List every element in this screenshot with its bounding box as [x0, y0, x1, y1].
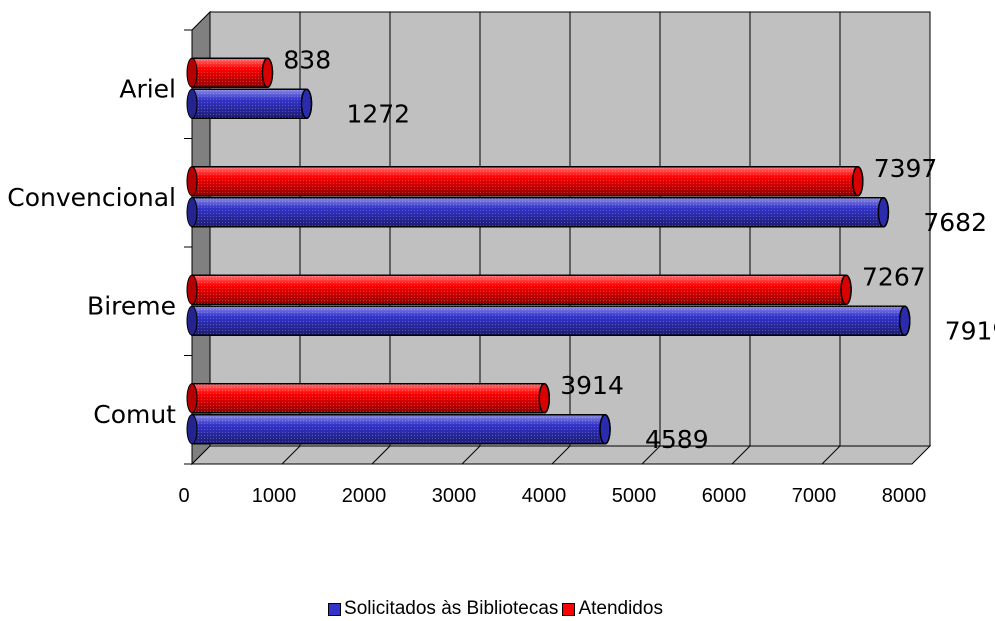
- bar-texture: [192, 414, 611, 444]
- legend-item: Atendidos: [562, 598, 663, 620]
- bar: [186, 414, 611, 445]
- x-tick-label: 1000: [252, 485, 297, 507]
- bar-cap: [300, 88, 313, 119]
- legend-label: Atendidos: [578, 598, 663, 619]
- bar-texture: [192, 275, 852, 305]
- floor-gridline: [281, 445, 301, 465]
- bar: [186, 197, 890, 228]
- bar-base: [186, 57, 198, 88]
- bar-texture: [192, 89, 312, 119]
- category-label: Ariel: [119, 74, 176, 103]
- bar-cap: [840, 274, 852, 305]
- floor-gridline: [461, 445, 481, 465]
- legend-swatch: [562, 602, 576, 616]
- bar-base: [186, 383, 198, 414]
- bar-cap: [877, 197, 890, 228]
- bar: [186, 305, 911, 336]
- legend-label: Solicitados às Bibliotecas: [344, 598, 559, 619]
- bar: [186, 88, 313, 119]
- bar-cap: [851, 166, 864, 197]
- bar-base: [186, 197, 198, 228]
- floor-gridline: [371, 445, 391, 465]
- bar-texture: [192, 166, 863, 196]
- data-label: 7397: [874, 154, 938, 183]
- bar-chart: 0 1000 2000 3000 4000 5000 6000 7000 8000 Ariel 83…: [7, 10, 995, 507]
- bar-base: [186, 305, 198, 336]
- x-tick-label: 8000: [882, 485, 927, 507]
- category-label: Convencional: [7, 183, 176, 212]
- data-label: 7267: [862, 262, 926, 291]
- bar-cap: [599, 414, 611, 445]
- legend-swatch: [328, 602, 342, 616]
- legend: Solicitados às Bibliotecas Atendidos: [0, 597, 995, 621]
- x-tick-label: 2000: [342, 485, 387, 507]
- data-label: 838: [283, 45, 331, 74]
- legend-item: Solicitados às Bibliotecas: [328, 598, 558, 620]
- bar-cap: [261, 57, 274, 88]
- category-label: Comut: [93, 400, 176, 429]
- data-label: 1272: [346, 99, 410, 128]
- bar-texture: [192, 197, 889, 227]
- data-label: 7919: [945, 316, 995, 345]
- floor-gridline: [641, 445, 661, 465]
- floor-gridline: [551, 445, 571, 465]
- bar: [186, 166, 864, 197]
- x-tick-label: 3000: [432, 485, 477, 507]
- bar-base: [186, 414, 198, 445]
- category-label: Bireme: [87, 291, 176, 320]
- bar: [186, 274, 852, 305]
- bar-base: [186, 274, 198, 305]
- x-tick-label: 4000: [522, 485, 567, 507]
- bar-cap: [538, 383, 551, 414]
- x-tick-label: 6000: [702, 485, 747, 507]
- bar: [186, 57, 274, 88]
- x-tick-label: 0: [178, 485, 189, 507]
- data-label: 3914: [560, 371, 624, 400]
- bar-base: [186, 166, 198, 197]
- bar-base: [186, 88, 198, 119]
- floor-gridline: [731, 445, 751, 465]
- floor-gridline: [821, 445, 841, 465]
- data-label: 7682: [923, 208, 987, 237]
- bar: [186, 383, 551, 414]
- data-label: 4589: [645, 425, 709, 454]
- x-tick-label: 7000: [792, 485, 837, 507]
- bar-texture: [192, 58, 273, 88]
- bar-texture: [192, 306, 910, 336]
- bar-texture: [192, 383, 550, 413]
- bar-cap: [898, 305, 911, 336]
- x-tick-label: 5000: [612, 485, 657, 507]
